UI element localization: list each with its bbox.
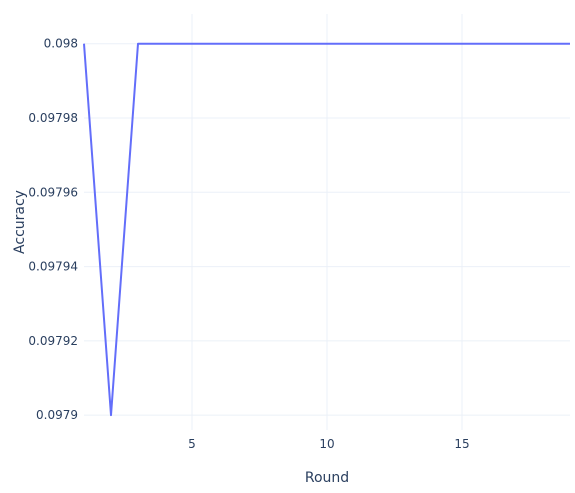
- y-axis-ticks: 0.0979 0.09792 0.09794 0.09796 0.09798 0.098: [28, 37, 78, 422]
- x-tick-label: 10: [319, 437, 334, 451]
- y-tick-label: 0.09796: [28, 185, 78, 199]
- y-tick-label: 0.098: [44, 37, 78, 51]
- grid: [84, 14, 570, 430]
- y-tick-label: 0.09798: [28, 111, 78, 125]
- y-axis-title: Accuracy: [12, 190, 28, 254]
- accuracy-series-line: [83, 42, 570, 417]
- x-tick-label: 5: [188, 437, 196, 451]
- y-tick-label: 0.09792: [28, 334, 78, 348]
- series-layer: [83, 42, 570, 417]
- x-tick-label: 15: [454, 437, 469, 451]
- x-axis-ticks: 5 10 15: [188, 437, 469, 451]
- y-tick-label: 0.0979: [36, 408, 78, 422]
- y-tick-label: 0.09794: [28, 260, 78, 274]
- x-axis-title: Round: [305, 470, 349, 486]
